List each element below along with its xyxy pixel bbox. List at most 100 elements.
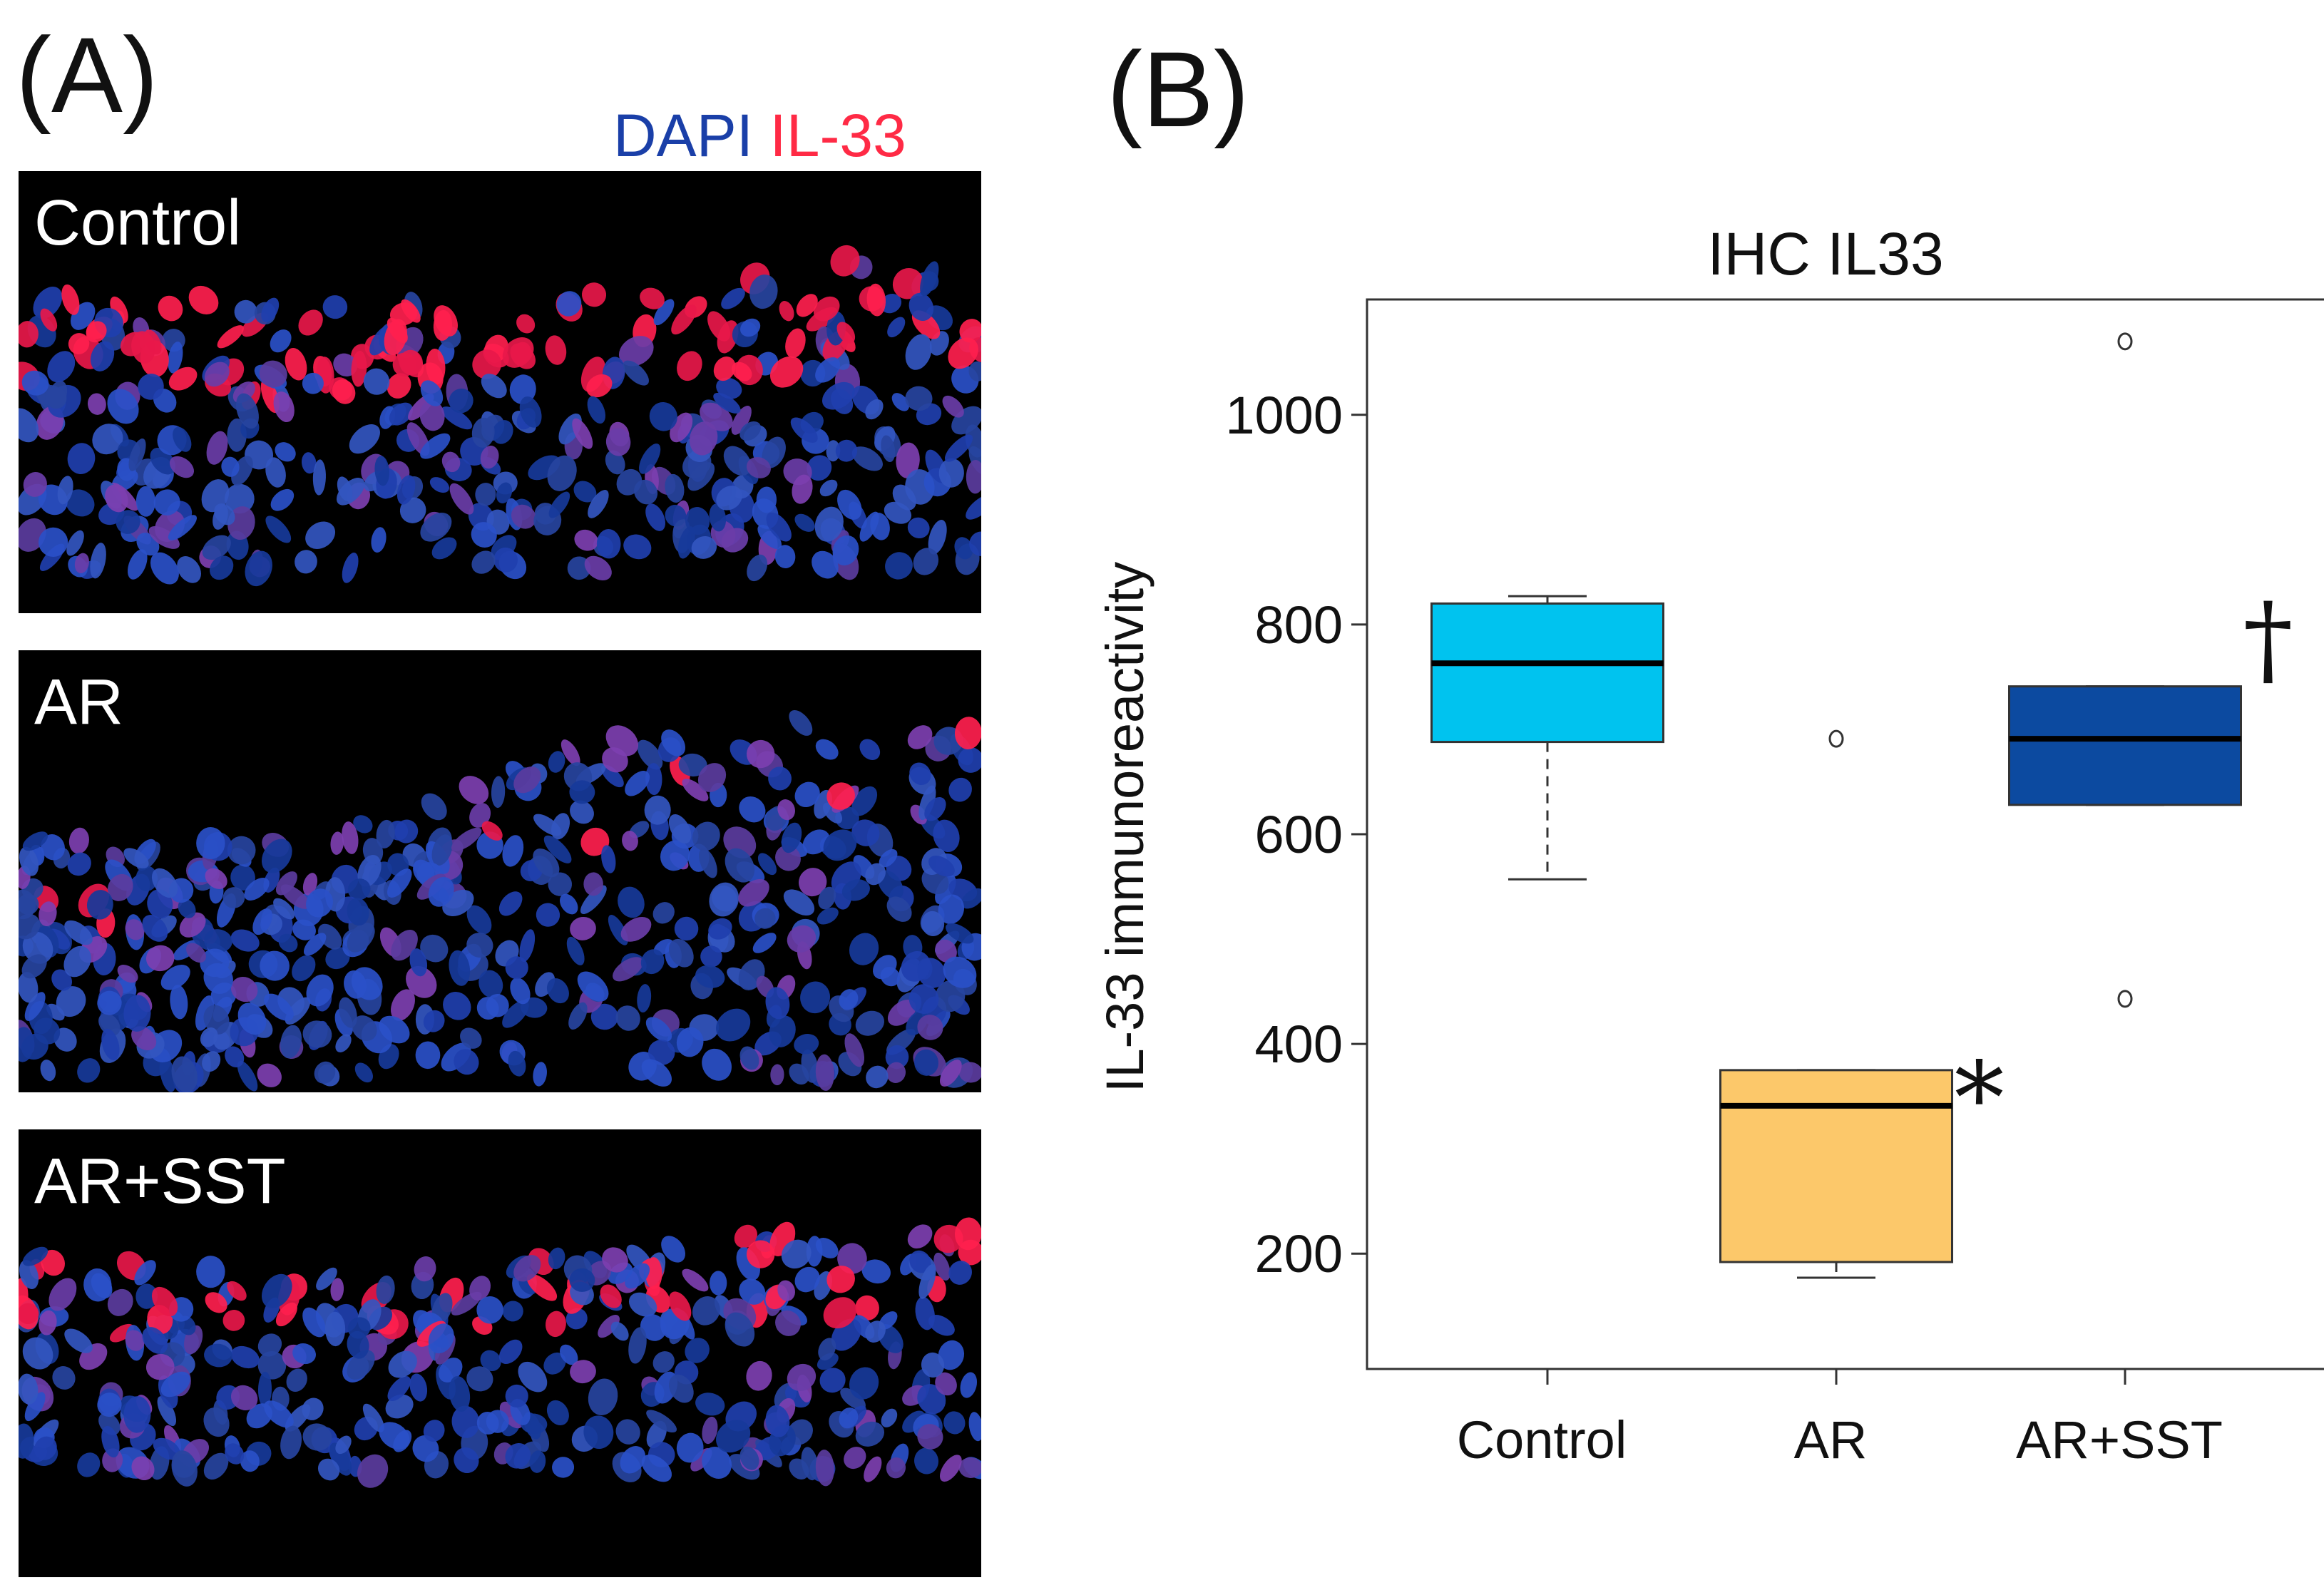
dapi-nucleus <box>52 1366 76 1390</box>
dapi-nucleus <box>399 497 426 523</box>
dapi-nucleus <box>292 955 316 982</box>
dapi-nucleus <box>602 1247 628 1273</box>
dapi-nucleus <box>273 391 295 423</box>
dapi-nucleus <box>519 396 542 428</box>
dapi-nucleus <box>513 766 541 794</box>
dapi-nucleus <box>746 456 771 478</box>
dapi-nucleus <box>618 886 645 918</box>
dapi-nucleus <box>928 1315 955 1336</box>
dapi-nucleus <box>354 1062 373 1083</box>
dapi-nucleus <box>762 436 786 468</box>
dapi-nucleus <box>692 1296 720 1325</box>
dapi-nucleus <box>559 1344 578 1365</box>
dapi-nucleus <box>787 1363 817 1392</box>
dapi-nucleus <box>107 873 133 901</box>
il33-nucleus <box>600 1284 622 1308</box>
il33-nucleus <box>580 827 610 856</box>
dapi-nucleus <box>221 456 240 477</box>
dapi-nucleus <box>968 1412 981 1442</box>
dapi-nucleus <box>261 297 280 322</box>
dapi-nucleus <box>420 934 449 963</box>
panel-b-letter: (B) <box>1107 29 1249 149</box>
dapi-nucleus <box>646 1410 677 1433</box>
il33-nucleus <box>516 314 536 334</box>
dapi-nucleus <box>347 1330 369 1359</box>
dapi-nucleus <box>832 535 859 565</box>
dapi-nucleus <box>938 458 964 488</box>
dapi-nucleus <box>682 1268 709 1292</box>
dapi-nucleus <box>687 462 715 491</box>
dapi-nucleus <box>552 1457 575 1478</box>
il33-nucleus <box>19 321 39 348</box>
dapi-nucleus <box>423 1010 445 1032</box>
dapi-nucleus <box>428 1323 454 1354</box>
dapi-nucleus <box>620 1446 646 1474</box>
dapi-nucleus <box>652 902 675 924</box>
dapi-nucleus <box>839 1407 859 1429</box>
dapi-nucleus <box>203 1407 230 1437</box>
dapi-nucleus <box>292 919 316 940</box>
dapi-nucleus <box>466 905 492 935</box>
stain-legend: DAPI IL-33 <box>613 106 906 165</box>
dapi-nucleus <box>944 434 973 462</box>
dapi-nucleus <box>347 923 375 953</box>
dapi-nucleus <box>943 956 977 988</box>
dapi-nucleus <box>135 486 155 517</box>
dapi-nucleus <box>645 503 666 531</box>
dapi-nucleus <box>588 1378 618 1415</box>
dapi-nucleus <box>572 418 593 449</box>
dapi-nucleus <box>855 1421 885 1447</box>
dapi-nucleus <box>625 771 650 796</box>
dapi-nucleus <box>660 840 690 871</box>
dapi-nucleus <box>519 929 536 963</box>
dapi-nucleus <box>388 1350 417 1378</box>
dapi-nucleus <box>74 553 89 574</box>
dapi-nucleus <box>739 421 762 441</box>
dapi-nucleus <box>570 800 594 824</box>
dapi-nucleus <box>917 1424 943 1450</box>
dapi-nucleus <box>508 1050 526 1077</box>
dapi-nucleus <box>602 747 628 773</box>
dapi-nucleus <box>67 852 91 876</box>
dapi-nucleus <box>306 888 333 918</box>
dapi-nucleus <box>605 450 625 475</box>
dapi-nucleus <box>966 460 981 494</box>
dapi-nucleus <box>230 929 260 952</box>
il33-nucleus <box>830 245 860 277</box>
dapi-nucleus <box>938 894 965 925</box>
dapi-nucleus <box>396 475 416 505</box>
dapi-nucleus <box>880 293 902 314</box>
dapi-nucleus <box>466 1366 493 1392</box>
il33-nucleus <box>866 283 886 317</box>
dapi-nucleus <box>459 776 489 804</box>
dapi-nucleus <box>789 1458 809 1479</box>
x-axis: Control AR AR+SST <box>1457 1369 2223 1470</box>
dapi-nucleus <box>819 479 838 497</box>
dapi-nucleus <box>275 442 296 462</box>
dapi-nucleus <box>757 853 777 876</box>
dapi-nucleus <box>546 978 569 1004</box>
dapi-nucleus <box>196 1256 225 1288</box>
dapi-nucleus <box>634 479 658 505</box>
dapi-nucleus <box>668 814 692 844</box>
il33-nucleus <box>481 821 503 841</box>
dapi-nucleus <box>628 1292 657 1317</box>
dapi-nucleus <box>265 516 292 543</box>
dapi-nucleus <box>921 911 945 936</box>
dapi-nucleus <box>151 868 178 898</box>
dapi-nucleus <box>677 526 695 559</box>
il33-nucleus <box>813 296 840 322</box>
dapi-nucleus <box>302 1307 326 1338</box>
dapi-nucleus <box>471 522 497 548</box>
dapi-nucleus <box>481 374 507 399</box>
dapi-nucleus <box>640 949 665 975</box>
il33-nucleus <box>892 267 923 299</box>
dapi-nucleus <box>502 835 524 867</box>
dapi-nucleus <box>913 548 939 575</box>
legend-il33: IL-33 <box>769 102 906 169</box>
dapi-nucleus <box>907 725 933 749</box>
x-tick-label: AR+SST <box>2016 1410 2223 1470</box>
dapi-nucleus <box>935 1372 957 1396</box>
dapi-nucleus <box>454 1447 479 1473</box>
dapi-nucleus <box>685 507 710 535</box>
